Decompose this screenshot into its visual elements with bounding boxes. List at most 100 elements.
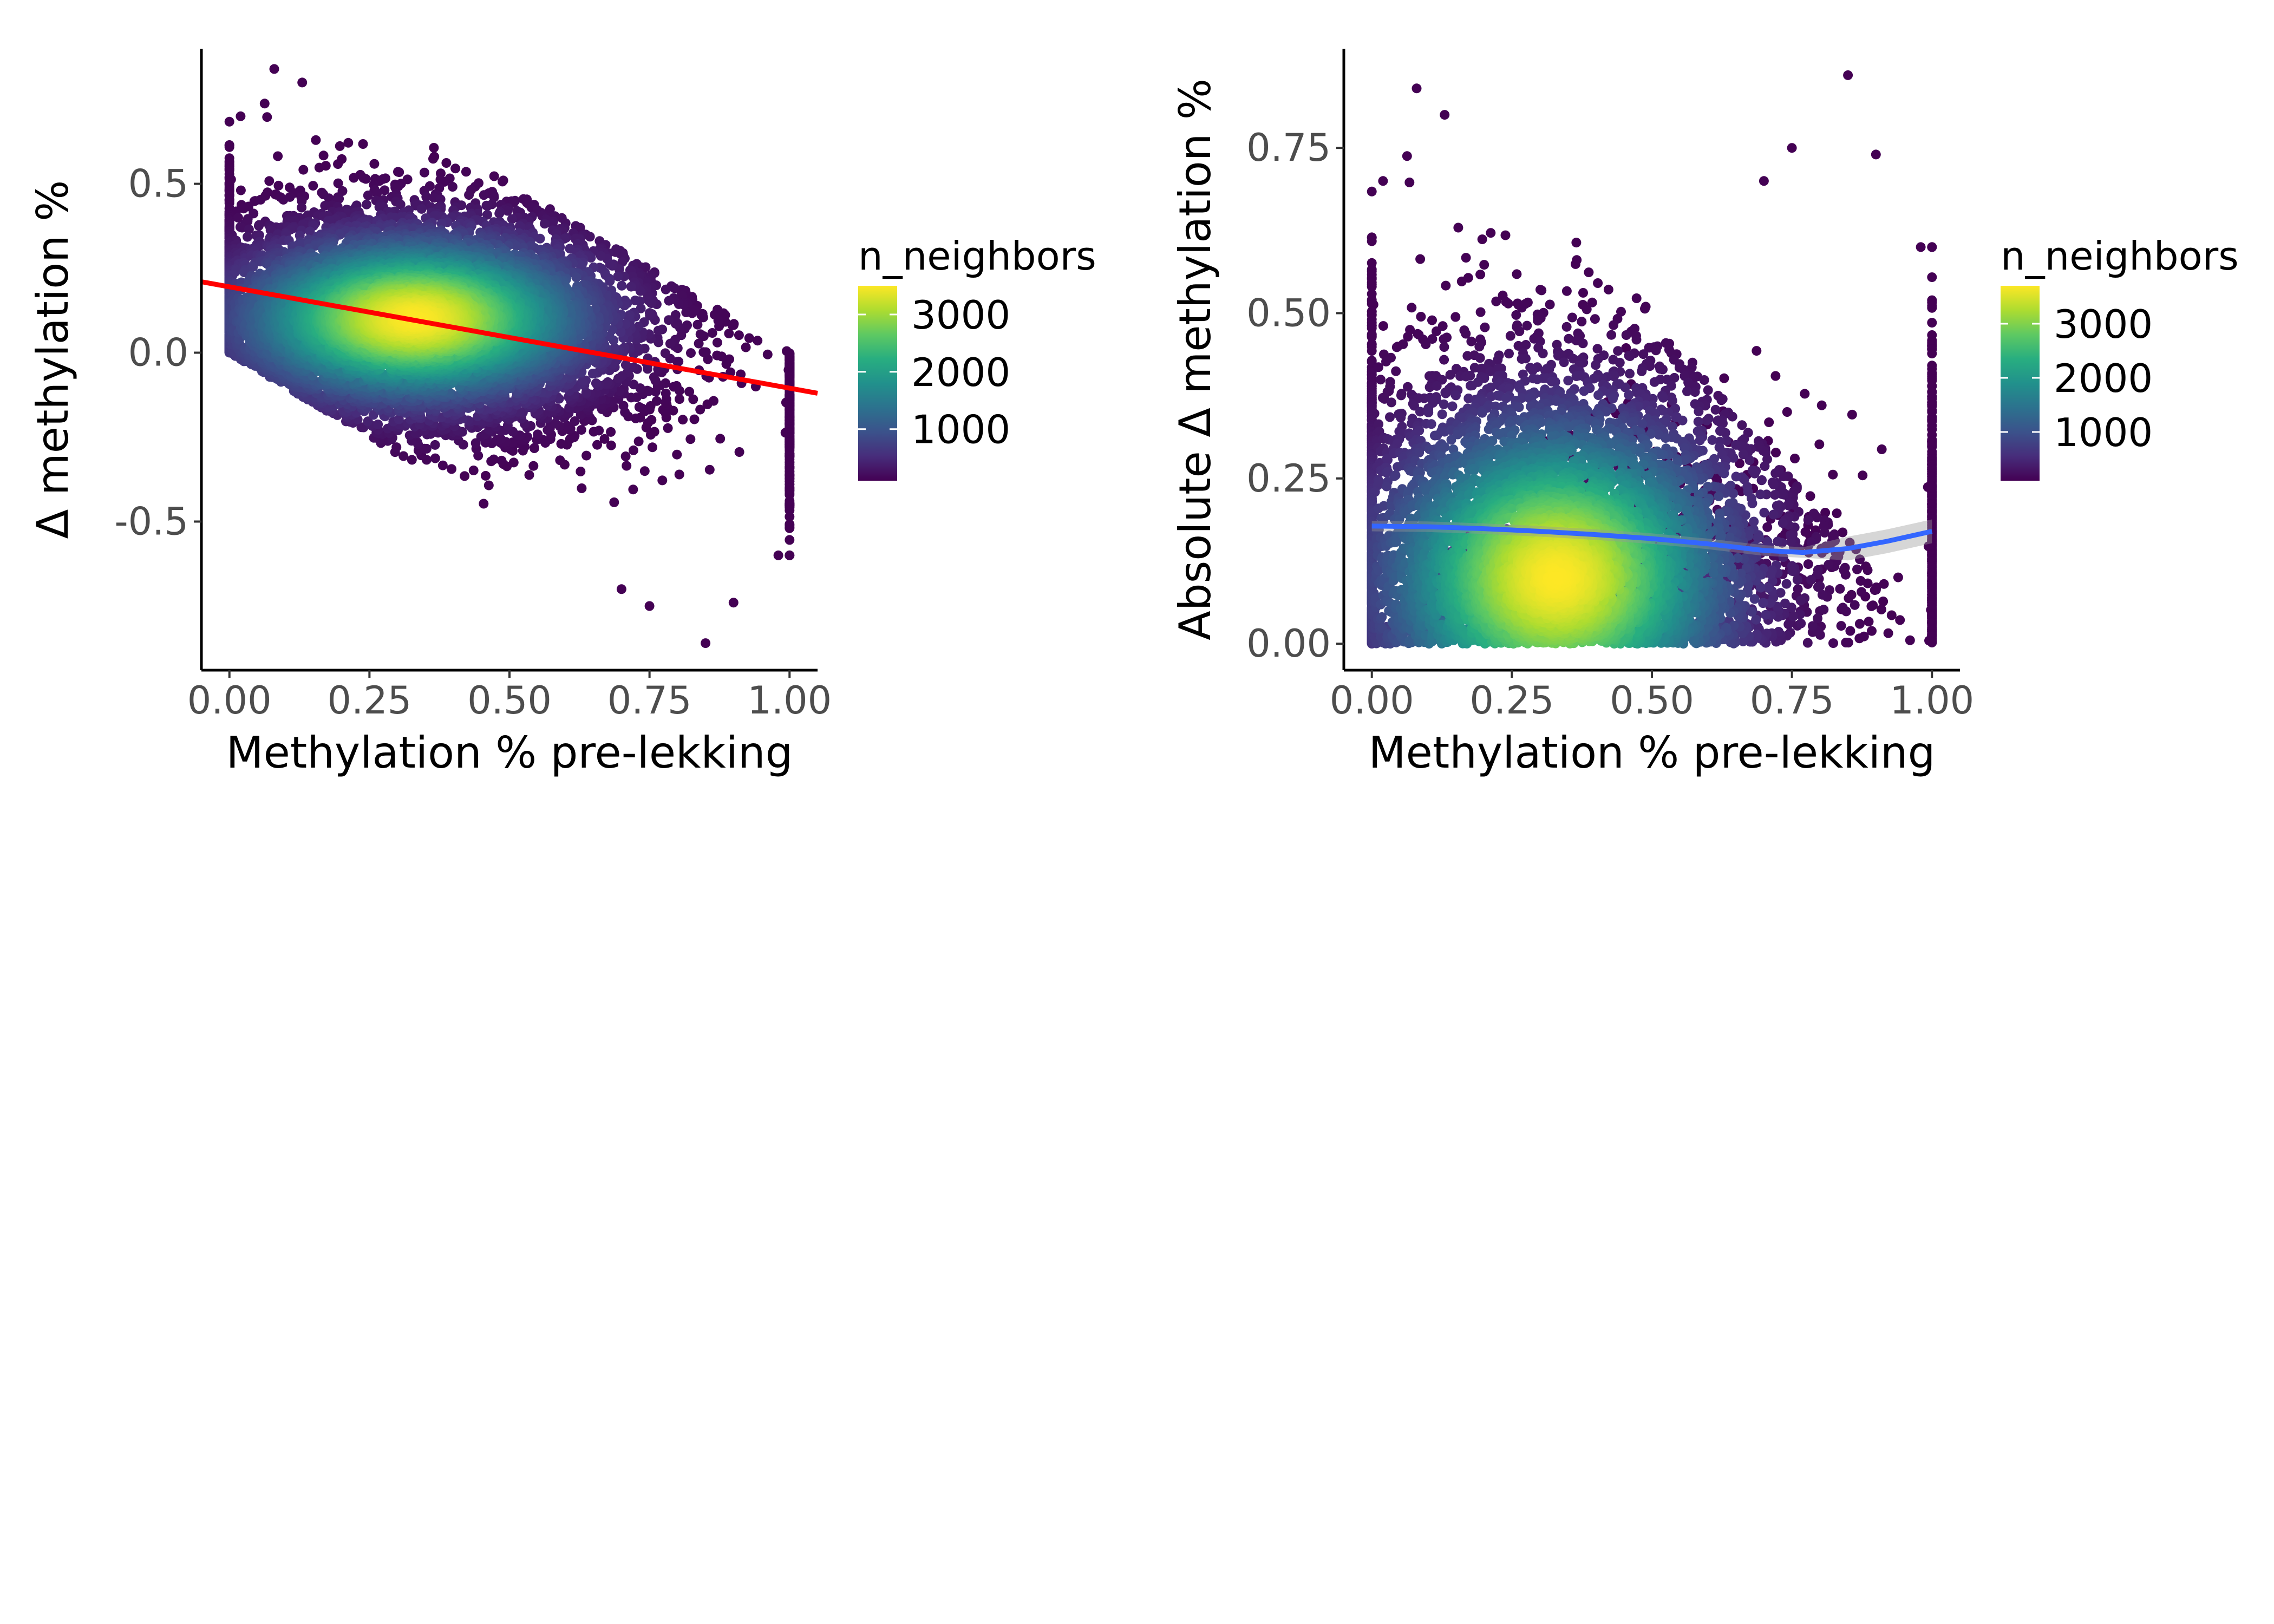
data-point <box>622 461 632 471</box>
data-point <box>674 469 684 480</box>
data-point <box>468 466 479 475</box>
data-point <box>633 436 644 447</box>
data-point <box>461 167 471 177</box>
data-point <box>335 141 345 151</box>
data-point <box>609 497 619 507</box>
data-point <box>264 176 275 186</box>
data-point <box>430 440 440 450</box>
data-point <box>643 296 654 305</box>
data-point <box>243 232 252 242</box>
data-point <box>556 438 566 449</box>
data-point <box>358 139 368 149</box>
data-point <box>273 151 283 161</box>
data-point <box>508 457 519 468</box>
data-point <box>571 272 581 283</box>
data-point <box>692 319 703 330</box>
data-point <box>734 330 744 340</box>
data-point <box>744 333 754 343</box>
data-point <box>695 404 705 415</box>
data-point <box>651 396 662 406</box>
data-point <box>576 425 586 435</box>
data-point <box>606 427 616 437</box>
data-point <box>603 377 613 387</box>
data-point <box>694 338 704 349</box>
chart-panel-delta-methylation: 0.00 0.25 0.50 0.75 1.00 0.50.0-0.5 Methylat… <box>28 49 1096 778</box>
data-point <box>398 451 409 461</box>
data-point <box>710 310 720 320</box>
data-point <box>540 219 550 229</box>
data-point <box>724 329 734 339</box>
data-point <box>236 185 246 195</box>
data-point <box>464 190 474 200</box>
data-point <box>785 550 795 560</box>
data-point <box>734 447 744 457</box>
data-point <box>665 338 675 349</box>
data-point <box>373 420 383 429</box>
data-point <box>657 475 668 486</box>
data-point <box>689 414 700 424</box>
data-point <box>576 467 586 476</box>
data-point <box>361 174 371 184</box>
data-point <box>639 466 650 476</box>
data-point <box>685 434 696 444</box>
data-point <box>707 328 717 338</box>
data-point <box>704 464 715 475</box>
data-point <box>605 259 615 269</box>
data-point <box>620 451 631 461</box>
data-point <box>297 202 307 213</box>
data-point <box>259 99 270 109</box>
data-point <box>362 199 371 209</box>
data-point <box>581 450 592 461</box>
data-point <box>672 449 682 460</box>
data-point <box>628 484 638 495</box>
data-point <box>649 427 659 437</box>
data-point <box>428 154 438 164</box>
data-point <box>653 325 663 336</box>
data-point <box>333 159 343 169</box>
data-point <box>496 434 506 444</box>
data-point <box>460 471 470 481</box>
data-point <box>278 194 289 205</box>
data-point <box>441 158 452 168</box>
data-point <box>688 394 698 404</box>
data-point <box>528 461 539 471</box>
data-point <box>591 378 601 388</box>
data-point <box>479 190 489 200</box>
data-point <box>613 374 623 384</box>
data-point <box>664 315 674 325</box>
data-point <box>224 116 234 127</box>
data-point <box>785 535 795 545</box>
data-point <box>648 442 657 453</box>
data-point <box>533 429 543 440</box>
data-point <box>661 388 671 398</box>
data-point <box>437 460 448 470</box>
data-point <box>450 163 461 174</box>
data-point <box>712 350 722 361</box>
data-point <box>369 159 380 169</box>
data-point <box>253 221 264 231</box>
data-point <box>698 347 709 357</box>
data-point <box>606 440 616 450</box>
data-point <box>314 162 324 173</box>
data-point <box>479 499 489 509</box>
data-point <box>741 342 751 352</box>
data-point <box>524 470 534 480</box>
data-point <box>494 208 505 219</box>
data-point <box>256 194 266 205</box>
data-point <box>349 173 359 183</box>
data-point <box>629 445 638 455</box>
data-point <box>311 135 321 145</box>
data-point <box>587 369 598 379</box>
data-point <box>634 402 644 412</box>
data-point <box>430 453 440 463</box>
data-point <box>429 142 439 153</box>
data-point <box>419 167 429 178</box>
data-point <box>483 480 494 490</box>
data-point <box>661 284 671 294</box>
data-point <box>599 434 610 444</box>
data-point <box>489 454 499 464</box>
data-point <box>343 137 354 148</box>
data-point <box>273 180 284 191</box>
data-point <box>663 423 673 433</box>
data-point <box>712 337 722 348</box>
